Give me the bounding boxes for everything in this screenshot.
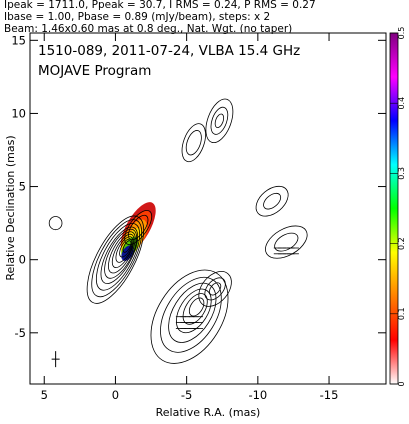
contour-west-knot-1 <box>263 192 282 210</box>
contour-core-5 <box>108 231 136 274</box>
colorbar-tick-label-0: 0 <box>397 381 406 386</box>
colorbar-tick-label-2: 0.2 <box>397 237 406 250</box>
contour-core-0 <box>86 215 145 304</box>
beam-marker <box>51 351 60 368</box>
contour-south-lobe-2-1 <box>204 277 226 301</box>
contour-lines <box>48 98 308 364</box>
contour-east-blob-0 <box>48 216 63 231</box>
header-line-2: Ibase = 1.00, Pbase = 0.89 (mJy/beam), s… <box>4 11 270 23</box>
polarization-colormap <box>120 202 156 261</box>
contour-north-knot-0 <box>181 123 206 163</box>
header-line-3: Beam: 1.46x0.60 mas at 0.8 deg., Nat. Wg… <box>4 23 292 35</box>
x-tick-label-0: 5 <box>41 388 48 402</box>
contour-south-lobe-0 <box>150 269 229 364</box>
plot-frame <box>29 32 387 385</box>
polarization-vectors <box>175 247 299 329</box>
contour-core-9 <box>122 240 132 253</box>
contour-north-knot-2-2 <box>214 113 225 128</box>
colorbar-tick-label-1: 0.1 <box>397 307 406 320</box>
chart-title: 1510-089, 2011-07-24, VLBA 15.4 GHz <box>38 43 300 59</box>
header-line-1: Ipeak = 1711.0, Ppeak = 30.7, I RMS = 0.… <box>4 0 316 11</box>
contour-south-lobe-3 <box>175 288 212 334</box>
contour-core-1 <box>91 219 143 298</box>
contour-south-lobe-2 <box>168 282 217 343</box>
contour-core-7 <box>115 236 134 263</box>
contour-inner-jet-0 <box>124 210 153 245</box>
y-tick-label-4: 15 <box>11 33 26 47</box>
contour-south-lobe-4 <box>182 293 208 325</box>
colorbar-gradient <box>389 32 399 385</box>
axis-ticks: 5 0 -5 -10 -15 -5 0 5 10 15 <box>11 33 386 402</box>
y-tick-label-1: 0 <box>19 253 26 267</box>
colorbar-tick-label-4: 0.4 <box>397 97 406 110</box>
colorbar: 0 0.1 0.2 0.3 0.4 0.5 <box>389 27 406 387</box>
contour-south-lobe-2-2 <box>209 282 222 296</box>
contour-west-knot-2-0 <box>265 225 308 259</box>
colorbar-tick-label-3: 0.3 <box>397 167 406 180</box>
contour-west-knot-2-1 <box>274 232 299 252</box>
y-tick-label-3: 10 <box>11 106 26 120</box>
contour-north-knot-2-1 <box>210 106 229 135</box>
x-tick-label-1: 0 <box>112 388 119 402</box>
contour-core-2 <box>95 223 141 291</box>
contour-north-knot-1 <box>185 130 202 156</box>
contour-north-knot-2-0 <box>205 98 234 143</box>
contour-core-3 <box>100 226 139 284</box>
contour-inner-jet-1 <box>128 214 149 241</box>
x-tick-label-3: -10 <box>248 388 267 402</box>
contour-south-lobe-2-0 <box>198 271 232 307</box>
y-tick-label-2: 5 <box>19 180 26 194</box>
x-tick-label-2: -5 <box>181 388 192 402</box>
contour-south-lobe-5 <box>188 297 205 317</box>
contour-west-knot-0 <box>255 185 289 217</box>
contour-core-4 <box>104 228 138 279</box>
y-tick-label-0: -5 <box>15 326 26 340</box>
x-tick-label-4: -15 <box>320 388 339 402</box>
colorbar-tick-label-5: 0.5 <box>397 27 406 40</box>
chart-subtitle: MOJAVE Program <box>38 63 151 79</box>
contour-core-6 <box>111 233 135 268</box>
x-axis-label: Relative R.A. (mas) <box>156 406 261 419</box>
y-axis-label: Relative Declination (mas) <box>4 135 17 280</box>
